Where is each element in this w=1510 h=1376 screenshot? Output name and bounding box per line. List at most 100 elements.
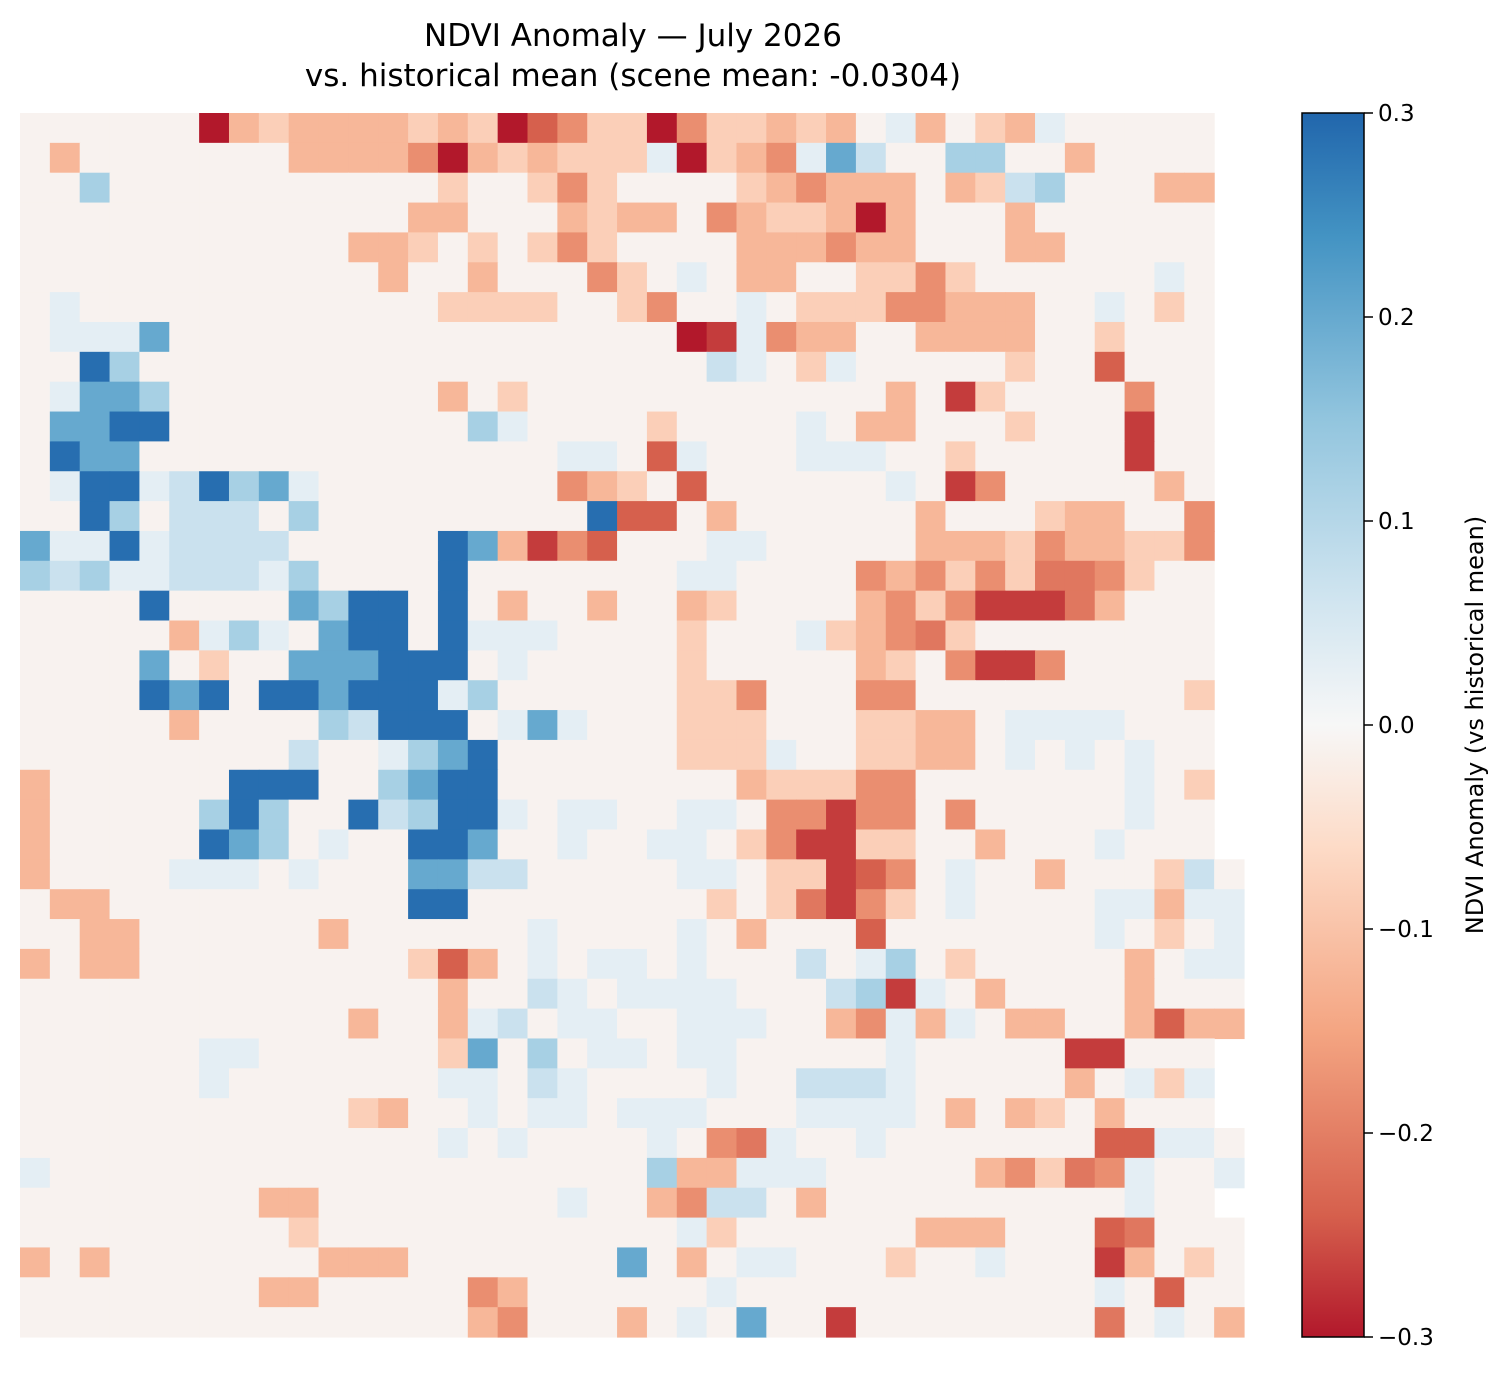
heatmap-cell [676,978,708,1010]
heatmap-cell [587,1247,618,1278]
heatmap-cell [348,351,379,383]
heatmap-cell [318,321,349,353]
heatmap-cell [318,1128,349,1159]
heatmap-cell [796,1068,827,1099]
heatmap-cell [79,262,111,293]
heatmap-cell [1005,1247,1036,1278]
heatmap-cell [288,351,320,383]
heatmap-cell [557,351,588,383]
heatmap-cell [676,859,708,890]
heatmap-cell [1124,1008,1156,1040]
heatmap-cell [258,1068,290,1099]
heatmap-cell [766,1098,797,1129]
heatmap-cell [288,948,320,980]
heatmap-cell [915,978,947,1010]
heatmap-cell [736,1277,767,1308]
heatmap-cell [915,889,947,920]
colorbar-tick-label: 0.3 [1378,101,1415,127]
heatmap-cell [169,351,200,383]
heatmap-cell [885,739,917,771]
heatmap-cell [1154,948,1185,980]
heatmap-cell [467,650,499,681]
heatmap-cell [736,1068,767,1099]
heatmap-cell [497,202,529,234]
heatmap-cell [49,471,81,502]
heatmap-cell [1035,292,1066,323]
heatmap-cell [378,769,409,801]
heatmap-cell [676,1008,708,1040]
heatmap-cell [736,590,767,622]
chart-subtitle: vs. historical mean (scene mean: -0.0304… [305,58,961,94]
heatmap-cell [408,172,439,204]
heatmap-cell [706,142,738,174]
heatmap-cell [437,1217,469,1249]
heatmap-cell [139,113,170,144]
heatmap-cell [945,1008,976,1040]
heatmap-cell [497,172,529,204]
heatmap-cell [1124,1247,1156,1278]
heatmap-cell [945,1098,976,1129]
heatmap-cell [288,859,320,890]
heatmap-cell [646,262,678,293]
heatmap-cell [467,948,499,980]
heatmap-cell [258,142,290,174]
heatmap-cell [796,172,827,204]
heatmap-cell [20,113,51,144]
heatmap-cell [288,321,320,353]
heatmap-cell [169,919,200,950]
heatmap-cell [855,919,887,950]
heatmap-cell [796,799,827,831]
heatmap-cell [437,351,469,383]
heatmap-cell [169,948,200,980]
heatmap-cell [228,501,260,532]
heatmap-cell [706,411,738,442]
heatmap-cell [766,142,797,174]
heatmap-cell [378,710,409,741]
heatmap-cell [826,710,857,741]
heatmap-cell [378,530,409,562]
heatmap-cell [288,590,320,622]
heatmap-cell [408,1157,439,1189]
heatmap-cell [676,292,708,323]
heatmap-cell [1035,680,1066,711]
heatmap-cell [228,1247,260,1278]
heatmap-cell [109,1068,141,1099]
heatmap-cell [945,859,976,890]
heatmap-cell [348,1277,379,1308]
heatmap-cell [1094,889,1126,920]
heatmap-cell [826,1038,857,1069]
heatmap-cell [408,799,439,831]
heatmap-cell [766,232,797,263]
heatmap-cell [885,889,917,920]
heatmap-cell [437,680,469,711]
heatmap-cell [1035,1307,1066,1338]
heatmap-cell [169,172,200,204]
heatmap-cell [557,1038,588,1069]
heatmap-cell [855,650,887,681]
heatmap-cell [796,232,827,263]
heatmap-cell [1005,739,1036,771]
heatmap-cell [945,948,976,980]
heatmap-cell [258,172,290,204]
heatmap-cell [378,590,409,622]
heatmap-cell [1035,411,1066,442]
heatmap-cell [736,1008,767,1040]
heatmap-cell [885,471,917,502]
heatmap-cell [885,381,917,413]
heatmap-cell [20,1277,51,1308]
heatmap-cell [1094,1098,1126,1129]
heatmap-cell [1094,829,1126,860]
heatmap-cell [766,919,797,950]
heatmap-cell [318,381,349,413]
heatmap-cell [408,351,439,383]
heatmap-cell [766,1187,797,1219]
heatmap-cell [826,560,857,592]
heatmap-cell [527,530,558,562]
heatmap-cell [497,1068,529,1099]
heatmap-cell [497,351,529,383]
heatmap-cell [1184,1068,1215,1099]
heatmap-cell [587,501,618,532]
heatmap-cell [1064,262,1096,293]
heatmap-cell [1005,411,1036,442]
heatmap-cell [915,113,947,144]
